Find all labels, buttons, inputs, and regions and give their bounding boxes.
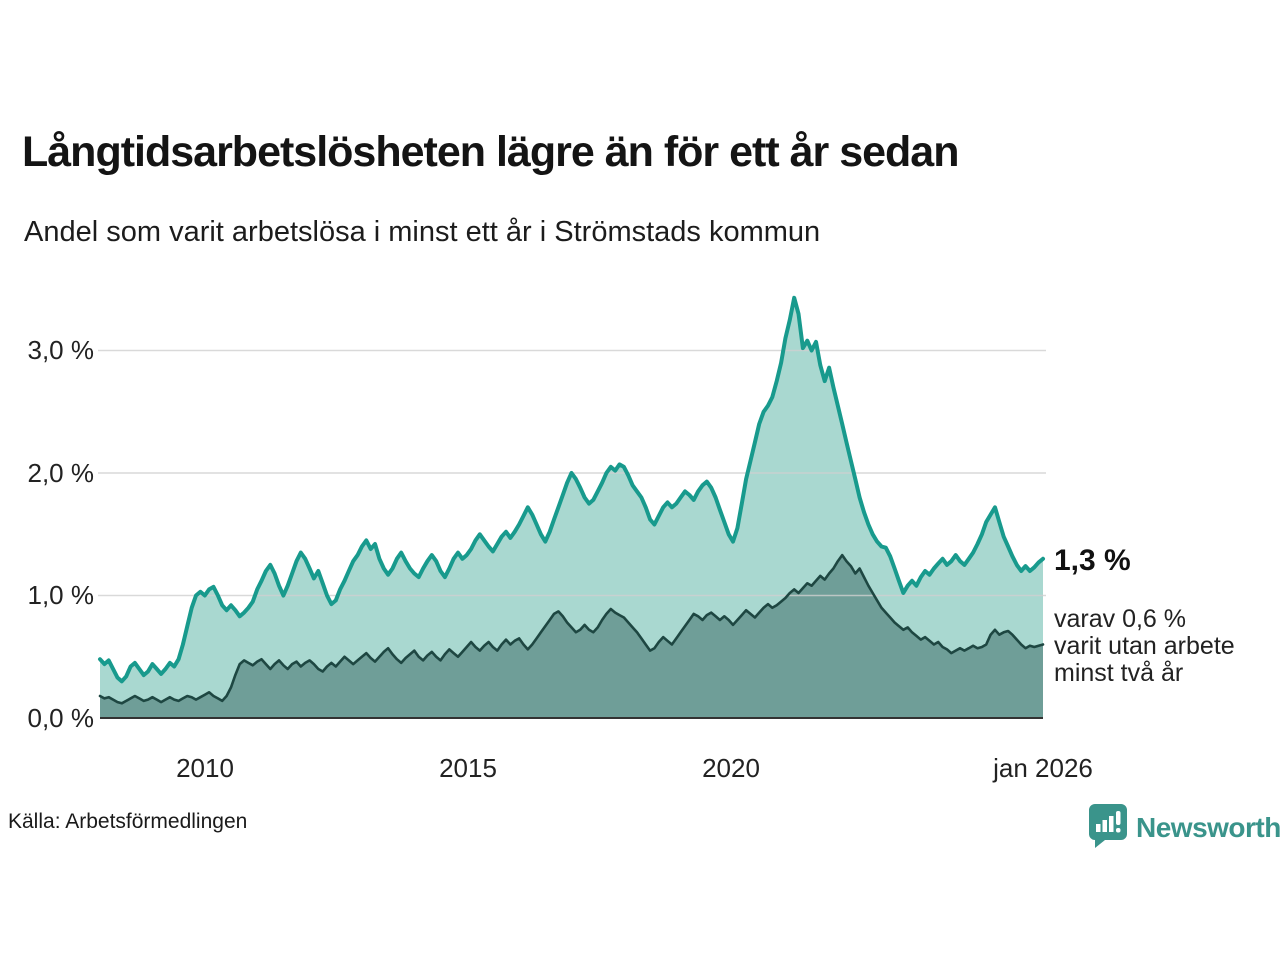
brand-name: Newsworthy (1136, 812, 1280, 843)
annotation-line-2: varit utan arbete (1054, 632, 1235, 660)
newsworthy-icon (1088, 803, 1128, 853)
x-tick-jan-2026: jan 2026 (993, 753, 1093, 783)
brand-logo: Newsworthy (1088, 803, 1280, 853)
line-min-two-years (98, 553, 1045, 705)
y-tick-1: 1,0 % (27, 580, 95, 610)
y-tick-0: 0,0 % (27, 703, 95, 733)
page-subtitle: Andel som varit arbetslösa i minst ett å… (24, 216, 821, 248)
page-title: Långtidsarbetslösheten lägre än för ett … (22, 128, 959, 176)
two-year-annotation: varav 0,6 % varit utan arbete minst två … (1054, 606, 1235, 687)
source-credit: Källa: Arbetsförmedlingen (8, 810, 248, 833)
annotation-line-3: minst två år (1054, 659, 1184, 687)
x-tick-2020: 2020 (702, 753, 760, 783)
x-tick-2010: 2010 (176, 753, 234, 783)
y-tick-3: 3,0 % (27, 335, 95, 365)
y-tick-2: 2,0 % (27, 458, 95, 488)
line-min-one-year (98, 295, 1045, 684)
annotation-line-1: varav 0,6 % (1054, 605, 1187, 633)
x-tick-2015: 2015 (439, 753, 497, 783)
latest-value-label: 1,3 % (1054, 544, 1131, 577)
